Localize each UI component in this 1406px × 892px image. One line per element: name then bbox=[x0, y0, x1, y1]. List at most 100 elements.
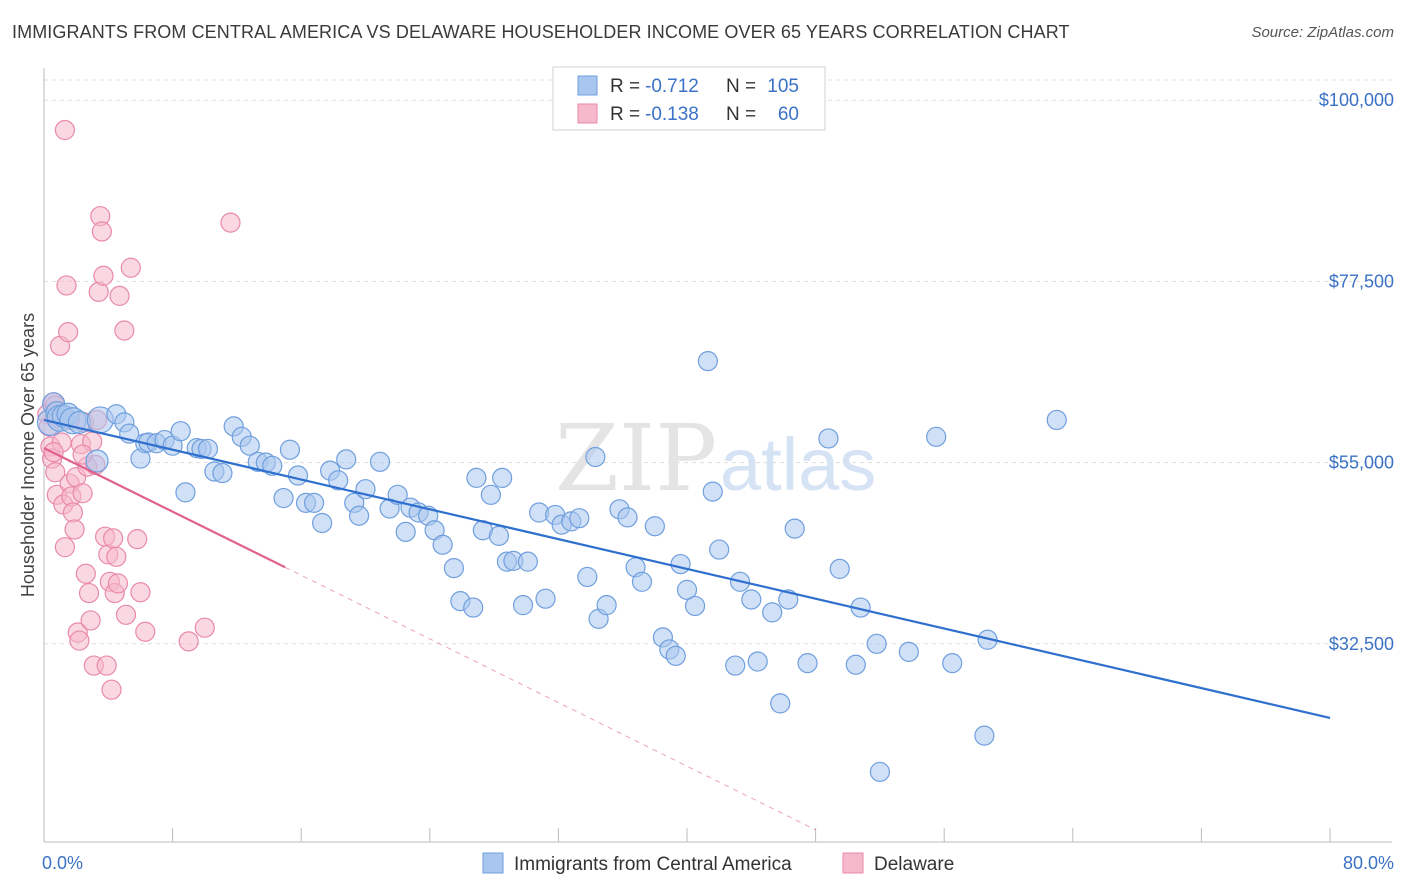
central-america-point bbox=[697, 351, 718, 372]
central-america-point bbox=[488, 525, 510, 546]
bottom-legend-pink-swatch bbox=[842, 852, 864, 874]
legend-blue-n-value: 105 bbox=[767, 76, 799, 97]
central-america-point bbox=[303, 492, 325, 513]
central-america-point bbox=[369, 451, 391, 472]
central-america-point bbox=[684, 595, 706, 617]
central-america-point bbox=[670, 553, 691, 575]
central-america-point bbox=[926, 426, 947, 447]
central-america-point bbox=[480, 484, 501, 505]
central-america-point bbox=[974, 725, 995, 746]
legend-top: R = -0.712 N = 105 R = -0.138 N = 60 bbox=[552, 66, 826, 131]
central-america-point bbox=[432, 534, 453, 555]
central-america-point bbox=[702, 481, 723, 502]
delaware-point bbox=[69, 630, 90, 651]
delaware-point bbox=[130, 582, 151, 603]
delaware-point bbox=[91, 221, 112, 242]
central-america-point bbox=[463, 597, 484, 618]
central-america-point bbox=[942, 653, 963, 674]
legend-blue-n-label: N = bbox=[726, 76, 756, 97]
central-america-point bbox=[348, 505, 370, 526]
legend-top-box bbox=[552, 66, 826, 131]
central-america-point bbox=[585, 446, 606, 468]
central-america-point bbox=[617, 507, 638, 528]
central-america-point bbox=[725, 655, 746, 676]
central-america-point bbox=[387, 484, 408, 505]
central-america-point bbox=[829, 558, 850, 580]
central-america-point bbox=[741, 589, 762, 610]
central-america-point bbox=[535, 588, 556, 609]
legend-blue-r-label: R = bbox=[610, 76, 640, 97]
legend-blue-swatch bbox=[577, 75, 598, 96]
central-america-point bbox=[631, 571, 653, 592]
delaware-point bbox=[93, 265, 114, 286]
delaware-point bbox=[103, 528, 124, 549]
legend-pink-n-value: 60 bbox=[778, 104, 799, 125]
central-america-point bbox=[818, 428, 839, 449]
central-america-points bbox=[36, 351, 1067, 782]
delaware-point bbox=[72, 483, 93, 504]
central-america-point bbox=[778, 589, 799, 610]
watermark: ZIP atlas bbox=[555, 405, 876, 512]
central-america-point bbox=[869, 761, 891, 782]
delaware-point bbox=[58, 322, 79, 343]
central-america-point bbox=[784, 518, 805, 539]
delaware-point bbox=[115, 604, 137, 625]
source-label: Source: ZipAtlas.com bbox=[1251, 24, 1394, 41]
central-america-point bbox=[676, 579, 698, 600]
central-america-point bbox=[443, 558, 465, 579]
central-america-point bbox=[466, 467, 487, 489]
x-tick-label-min: 0.0% bbox=[42, 853, 83, 873]
y-tick-label: $32,500 bbox=[1329, 634, 1394, 654]
central-america-point bbox=[85, 449, 109, 473]
delaware-point bbox=[107, 573, 129, 594]
delaware-point bbox=[78, 582, 100, 604]
y-tick-label: $100,000 bbox=[1319, 90, 1394, 110]
central-america-point bbox=[866, 633, 887, 654]
central-america-point bbox=[898, 641, 919, 662]
delaware-trend-line bbox=[43, 447, 286, 569]
delaware-point bbox=[109, 285, 130, 307]
central-america-point bbox=[517, 551, 538, 572]
bottom-legend-blue-label: Immigrants from Central America bbox=[514, 854, 792, 875]
central-america-point bbox=[212, 462, 233, 484]
delaware-point bbox=[101, 679, 122, 700]
y-tick-label: $77,500 bbox=[1329, 271, 1394, 291]
central-america-point bbox=[1046, 409, 1067, 431]
chart-title: IMMIGRANTS FROM CENTRAL AMERICA VS DELAW… bbox=[12, 22, 1070, 42]
central-america-trend-line bbox=[43, 418, 1331, 719]
x-tick-label-max: 80.0% bbox=[1343, 853, 1394, 873]
central-america-point bbox=[175, 482, 196, 503]
delaware-point bbox=[135, 621, 156, 642]
delaware-trend-extension bbox=[284, 566, 816, 831]
central-america-point bbox=[336, 449, 357, 470]
delaware-point bbox=[54, 119, 75, 141]
delaware-point bbox=[80, 610, 101, 631]
legend-pink-r-label: R = bbox=[610, 104, 640, 125]
central-america-point bbox=[644, 516, 665, 537]
legend-pink-n-label: N = bbox=[726, 104, 756, 125]
bottom-legend-blue-swatch bbox=[482, 852, 504, 874]
legend-pink-r-value: -0.138 bbox=[645, 104, 699, 125]
central-america-point bbox=[797, 653, 818, 674]
delaware-point bbox=[64, 519, 85, 540]
central-america-point bbox=[287, 465, 309, 486]
central-america-point bbox=[596, 595, 617, 616]
delaware-point bbox=[62, 502, 84, 523]
trend-lines bbox=[43, 418, 1331, 831]
y-tick-label: $55,000 bbox=[1329, 453, 1394, 473]
delaware-point bbox=[96, 655, 117, 676]
central-america-point bbox=[569, 508, 590, 529]
delaware-point bbox=[45, 462, 66, 483]
watermark-zip: ZIP bbox=[555, 405, 717, 512]
delaware-point bbox=[220, 212, 241, 233]
central-america-point bbox=[577, 566, 598, 588]
central-america-point bbox=[665, 645, 686, 666]
legend-pink-swatch bbox=[577, 103, 598, 124]
central-america-point bbox=[770, 693, 791, 714]
central-america-point bbox=[762, 602, 783, 623]
central-america-point bbox=[747, 651, 768, 672]
delaware-point bbox=[178, 631, 199, 652]
delaware-point bbox=[56, 275, 77, 296]
legend-bottom: Immigrants from Central America Delaware bbox=[482, 852, 954, 875]
